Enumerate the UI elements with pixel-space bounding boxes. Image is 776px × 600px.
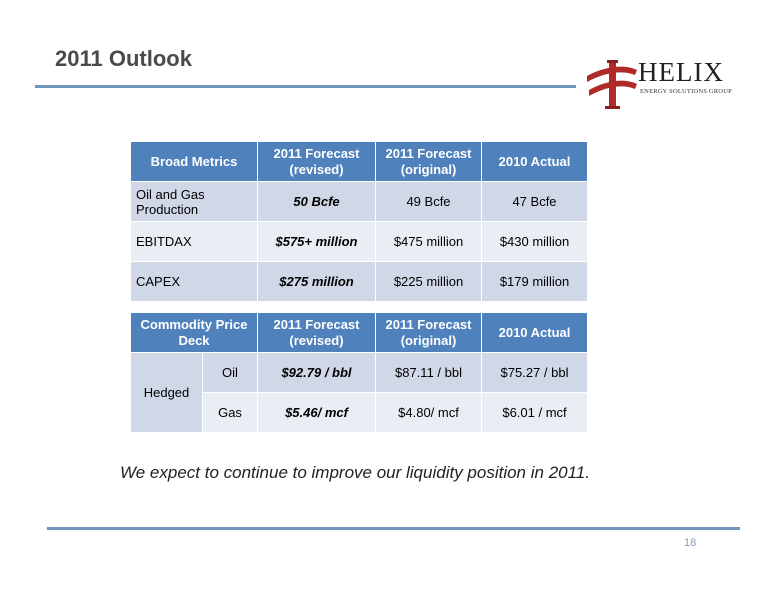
revised-value: $275 million (257, 261, 376, 302)
liquidity-note: We expect to continue to improve our liq… (120, 463, 590, 482)
table-row: EBITDAX $575+ million $475 million $430 … (130, 221, 588, 262)
header-cell: 2011 Forecast (revised) (257, 141, 376, 182)
revised-value: $92.79 / bbl (257, 352, 376, 393)
row-label: CAPEX (130, 261, 258, 302)
header-cell: 2010 Actual (481, 312, 588, 353)
commodity-label: Gas (202, 392, 258, 433)
header-cell: 2010 Actual (481, 141, 588, 182)
page-number: 18 (684, 537, 697, 549)
logo-subtitle: ENERGY SOLUTIONS GROUP (640, 88, 732, 95)
footer-divider (47, 527, 740, 530)
original-value: 49 Bcfe (375, 181, 482, 222)
commodity-label: Oil (202, 352, 258, 393)
header-cell: Commodity Price Deck (130, 312, 258, 353)
actual-value: $179 million (481, 261, 588, 302)
original-value: $4.80/ mcf (375, 392, 482, 433)
original-value: $87.11 / bbl (375, 352, 482, 393)
table-header-row: Broad Metrics 2011 Forecast (revised) 20… (130, 141, 588, 182)
broad-metrics-table: Broad Metrics 2011 Forecast (revised) 20… (130, 141, 588, 302)
group-label: Hedged (130, 352, 203, 433)
title-divider (35, 85, 576, 88)
row-label: EBITDAX (130, 221, 258, 262)
revised-value: $5.46/ mcf (257, 392, 376, 433)
revised-value: $575+ million (257, 221, 376, 262)
table-header-row: Commodity Price Deck 2011 Forecast (revi… (130, 312, 588, 353)
actual-value: $6.01 / mcf (481, 392, 588, 433)
original-value: $475 million (375, 221, 482, 262)
slide-title: 2011 Outlook (55, 46, 192, 71)
helix-logo-icon (587, 60, 637, 109)
table-row: Hedged Oil $92.79 / bbl $87.11 / bbl $75… (130, 352, 588, 433)
commodity-price-table: Commodity Price Deck 2011 Forecast (revi… (130, 312, 588, 433)
table-row: Oil and Gas Production 50 Bcfe 49 Bcfe 4… (130, 181, 588, 222)
header-cell: 2011 Forecast (revised) (257, 312, 376, 353)
actual-value: 47 Bcfe (481, 181, 588, 222)
header-cell: 2011 Forecast (original) (375, 312, 482, 353)
row-label: Oil and Gas Production (130, 181, 258, 222)
header-cell: 2011 Forecast (original) (375, 141, 482, 182)
table-row: Gas $5.46/ mcf $4.80/ mcf $6.01 / mcf (131, 392, 588, 433)
logo-wordmark: HELIX (638, 57, 724, 87)
original-value: $225 million (375, 261, 482, 302)
actual-value: $430 million (481, 221, 588, 262)
actual-value: $75.27 / bbl (481, 352, 588, 393)
revised-value: 50 Bcfe (257, 181, 376, 222)
header-cell: Broad Metrics (130, 141, 258, 182)
table-row: CAPEX $275 million $225 million $179 mil… (130, 261, 588, 302)
